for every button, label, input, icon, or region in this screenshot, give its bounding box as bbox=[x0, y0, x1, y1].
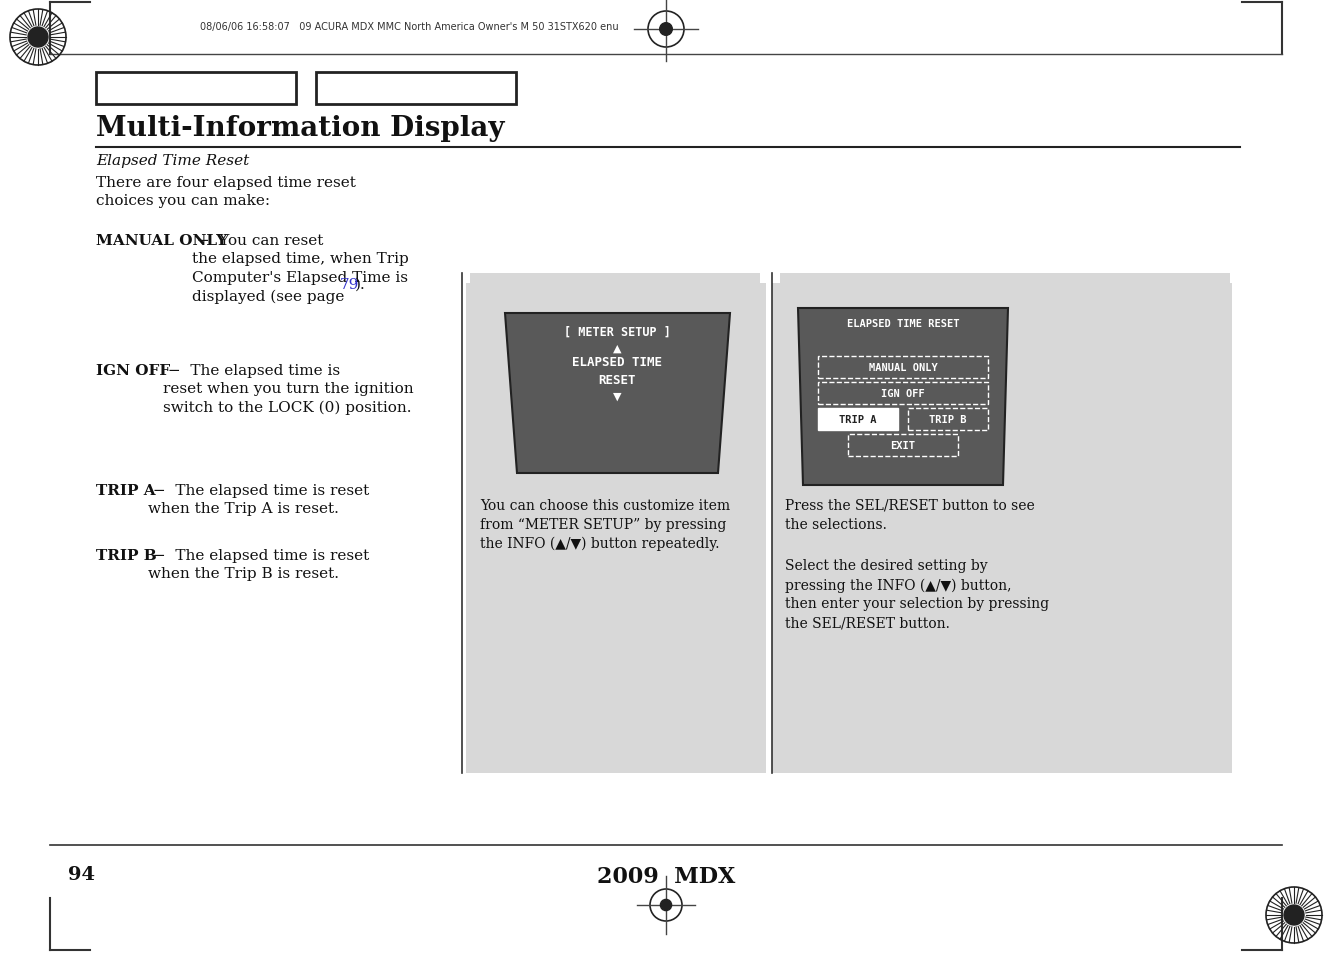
FancyBboxPatch shape bbox=[316, 73, 515, 105]
FancyBboxPatch shape bbox=[818, 382, 988, 405]
FancyBboxPatch shape bbox=[818, 409, 898, 431]
Text: MANUAL ONLY: MANUAL ONLY bbox=[868, 363, 938, 373]
Circle shape bbox=[661, 900, 671, 911]
Text: IGN OFF: IGN OFF bbox=[882, 389, 924, 398]
FancyBboxPatch shape bbox=[848, 435, 958, 456]
Text: There are four elapsed time reset
choices you can make:: There are four elapsed time reset choice… bbox=[96, 175, 356, 208]
Text: [ METER SETUP ]: [ METER SETUP ] bbox=[563, 326, 670, 338]
Text: −  The elapsed time is reset
when the Trip B is reset.: − The elapsed time is reset when the Tri… bbox=[148, 548, 369, 580]
Text: Press the SEL/RESET button to see
the selections.: Press the SEL/RESET button to see the se… bbox=[785, 498, 1035, 532]
Text: ELAPSED TIME RESET: ELAPSED TIME RESET bbox=[847, 318, 959, 329]
Text: IGN OFF: IGN OFF bbox=[96, 364, 170, 377]
Polygon shape bbox=[798, 309, 1008, 485]
Text: 08/06/06 16:58:07   09 ACURA MDX MMC North America Owner's M 50 31STX620 enu: 08/06/06 16:58:07 09 ACURA MDX MMC North… bbox=[200, 22, 618, 32]
Text: Elapsed Time Reset: Elapsed Time Reset bbox=[96, 153, 249, 168]
Circle shape bbox=[1284, 905, 1304, 925]
Circle shape bbox=[28, 28, 48, 48]
Text: RESET: RESET bbox=[598, 374, 635, 387]
FancyBboxPatch shape bbox=[818, 356, 988, 378]
FancyBboxPatch shape bbox=[781, 274, 1229, 523]
FancyBboxPatch shape bbox=[773, 284, 1232, 773]
Text: EXIT: EXIT bbox=[891, 440, 915, 451]
Circle shape bbox=[659, 24, 673, 36]
Text: TRIP A: TRIP A bbox=[96, 483, 156, 497]
FancyBboxPatch shape bbox=[908, 409, 988, 431]
Text: ▲: ▲ bbox=[613, 344, 621, 354]
Text: ELAPSED TIME: ELAPSED TIME bbox=[571, 355, 662, 369]
Text: −  The elapsed time is
reset when you turn the ignition
switch to the LOCK (0) p: − The elapsed time is reset when you tur… bbox=[163, 364, 414, 415]
FancyBboxPatch shape bbox=[466, 284, 766, 773]
Text: ▼: ▼ bbox=[613, 392, 621, 401]
Text: 2009  MDX: 2009 MDX bbox=[597, 865, 735, 887]
Text: TRIP A: TRIP A bbox=[839, 415, 876, 424]
Text: −  The elapsed time is reset
when the Trip A is reset.: − The elapsed time is reset when the Tri… bbox=[148, 483, 369, 516]
Text: 79: 79 bbox=[340, 277, 360, 292]
Text: 94: 94 bbox=[68, 865, 95, 883]
Text: ).: ). bbox=[356, 277, 366, 292]
Text: TRIP B: TRIP B bbox=[96, 548, 157, 562]
FancyBboxPatch shape bbox=[470, 274, 761, 523]
Text: You can choose this customize item
from “METER SETUP” by pressing
the INFO (▲/▼): You can choose this customize item from … bbox=[480, 498, 730, 551]
Text: MANUAL ONLY: MANUAL ONLY bbox=[96, 233, 228, 248]
Text: Select the desired setting by
pressing the INFO (▲/▼) button,
then enter your se: Select the desired setting by pressing t… bbox=[785, 558, 1050, 630]
Text: Multi-Information Display: Multi-Information Display bbox=[96, 115, 505, 142]
Text: TRIP B: TRIP B bbox=[930, 415, 967, 424]
Text: −  You can reset
the elapsed time, when Trip
Computer's Elapsed Time is
displaye: − You can reset the elapsed time, when T… bbox=[192, 233, 409, 303]
Polygon shape bbox=[505, 314, 730, 474]
FancyBboxPatch shape bbox=[96, 73, 296, 105]
